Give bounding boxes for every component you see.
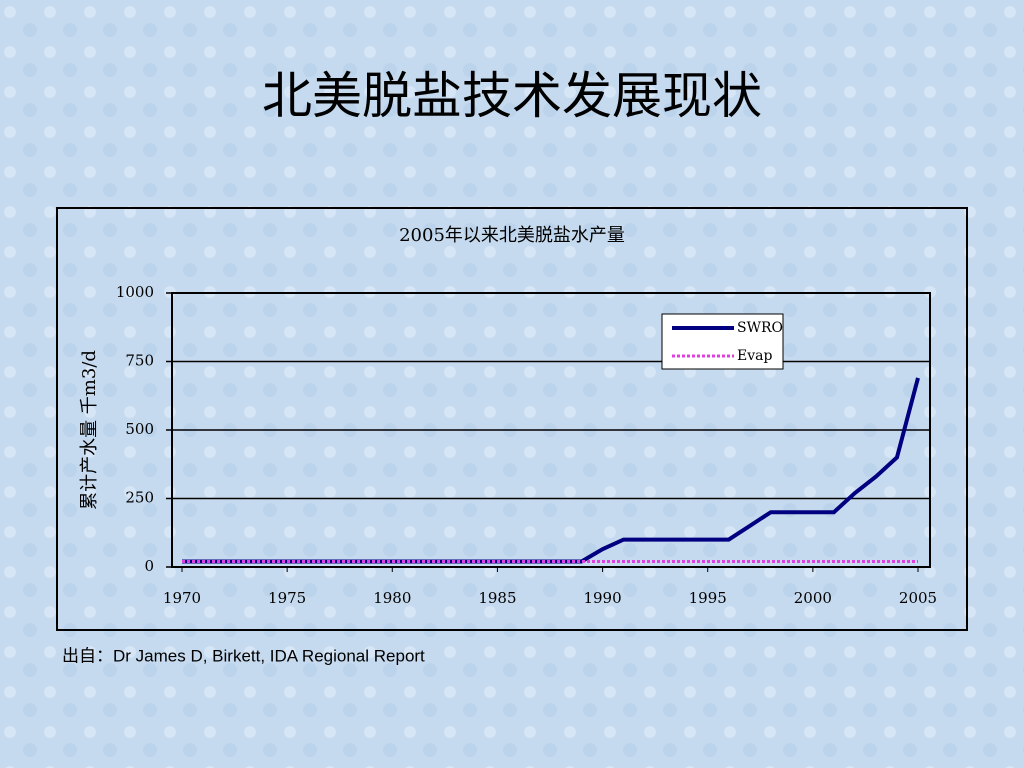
- x-tick-label: 2000: [794, 589, 832, 607]
- legend-label: Evap: [737, 348, 772, 364]
- y-tick-label: 500: [125, 420, 154, 438]
- y-axis-label: 累计产水量 千m3/d: [79, 350, 100, 510]
- chart-title: 2005年以来北美脱盐水产量: [399, 225, 625, 246]
- legend-label: SWRO: [737, 320, 783, 336]
- plot: 0 250 500 750 1000 1970 1975 1980 1985 1990 1995 20…: [116, 283, 937, 607]
- slide-title: 北美脱盐技术发展现状: [262, 67, 762, 125]
- source-note: 出自：Dr James D, Birkett, IDA Regional Rep…: [62, 646, 425, 665]
- x-tick-label: 1970: [163, 589, 201, 607]
- x-tick-label: 1985: [478, 589, 516, 607]
- x-tick-label: 1990: [583, 589, 621, 607]
- chart-frame: [56, 207, 968, 631]
- x-tick-label: 2005: [899, 589, 937, 607]
- x-tick-label: 1975: [268, 589, 306, 607]
- y-tick-label: 750: [125, 352, 154, 370]
- y-tick-label: 250: [125, 489, 154, 507]
- legend-box: [661, 313, 784, 370]
- x-tick-label: 1980: [373, 589, 411, 607]
- x-tick-label: 1995: [689, 589, 727, 607]
- y-tick-label: 0: [144, 557, 154, 575]
- y-tick-label: 1000: [116, 283, 154, 301]
